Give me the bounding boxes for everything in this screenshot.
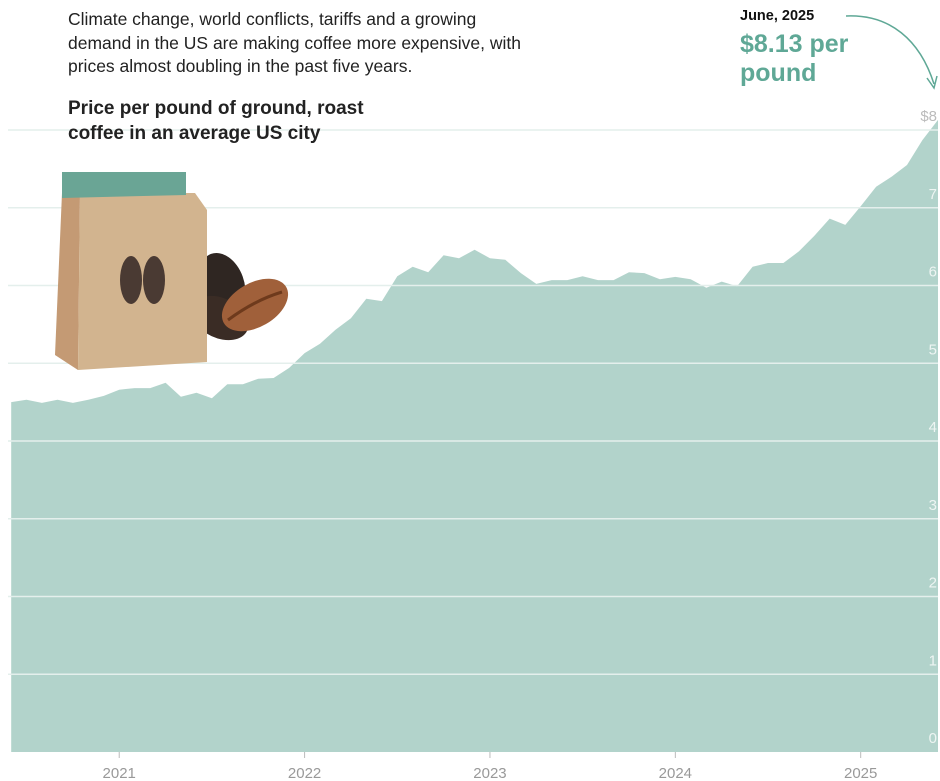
annotation-text: $8.13 per pound [740,30,849,87]
intro-text: Climate change, world conflicts, tariffs… [68,9,521,76]
y-tick-label: 7 [929,186,937,203]
y-tick-label: 2 [929,575,937,592]
x-tick-label: 2023 [473,765,506,781]
annotation-arrowhead [926,75,938,90]
annotation-date: June, 2025 [740,8,815,24]
annotation-arrow [845,15,935,85]
x-tick-label: 2021 [103,765,136,781]
coffee-illustration [55,172,289,370]
y-tick-label: $8 [920,108,937,125]
y-tick-label: 6 [929,264,937,281]
x-tick-label: 2024 [659,765,692,781]
y-tick-label: 4 [929,419,937,436]
y-tick-label: 3 [929,497,937,514]
y-tick-label: 0 [929,730,937,747]
area [11,119,938,752]
y-tick-label: 1 [929,652,937,669]
x-tick-label: 2022 [288,765,321,781]
x-tick-label: 2025 [844,765,877,781]
plot-area: 0 1 2 3 4 5 6 7 $8 2021 2022 2023 2024 2025 [8,108,938,781]
y-tick-label: 5 [929,341,937,358]
chart-title: Price per pound of ground, roast coffee … [68,98,364,144]
